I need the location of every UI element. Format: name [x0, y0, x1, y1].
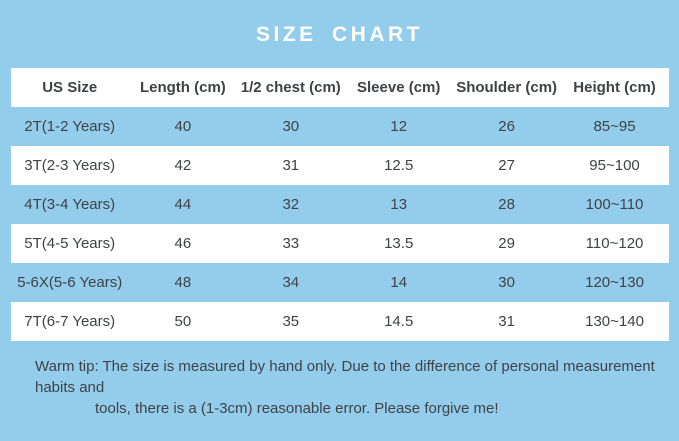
warm-tip-line2: tools, there is a (1-3cm) reasonable err…	[95, 400, 499, 417]
warm-tip-note: Warm tip: The size is measured by hand o…	[35, 356, 655, 419]
cell-us-size: 4T(3-4 Years)	[24, 196, 116, 213]
header-cell-length: Length (cm)	[139, 79, 226, 96]
cell-shoulder: 30	[498, 274, 515, 291]
cell-us-size: 3T(2-3 Years)	[24, 157, 116, 174]
cell-length: 48	[174, 274, 192, 291]
cell-shoulder: 31	[498, 313, 515, 330]
cell-us-size: 7T(6-7 Years)	[24, 313, 116, 330]
header-cell-us-size: US Size	[42, 79, 98, 96]
cell-sleeve: 12	[390, 118, 408, 135]
cell-half-chest: 34	[282, 274, 300, 291]
cell-height: 120~130	[585, 274, 644, 291]
cell-half-chest: 32	[282, 196, 300, 213]
cell-us-size: 5T(4-5 Years)	[24, 235, 116, 252]
cell-sleeve: 14.5	[384, 313, 414, 330]
table-row-5-6x: 5-6X(5-6 Years) 48 34 14 30 120~130	[11, 263, 669, 302]
cell-length: 42	[174, 157, 192, 174]
cell-sleeve: 13.5	[384, 235, 414, 252]
cell-half-chest: 31	[282, 157, 300, 174]
cell-sleeve: 12.5	[384, 157, 414, 174]
header-row: US Size Length (cm) 1/2 chest (cm) Sleev…	[10, 68, 669, 107]
table-row-7t: 7T(6-7 Years) 50 35 14.5 31 130~140	[10, 302, 669, 341]
page-title: SIZE CHART	[256, 23, 423, 46]
cell-height: 130~140	[585, 313, 644, 330]
cell-us-size: 5-6X(5-6 Years)	[17, 274, 123, 291]
header-cell-sleeve: Sleeve (cm)	[357, 79, 441, 96]
cell-sleeve: 13	[390, 196, 408, 213]
cell-half-chest: 35	[282, 313, 300, 330]
cell-shoulder: 29	[498, 235, 515, 252]
cell-height: 85~95	[593, 118, 636, 135]
table-row-5t: 5T(4-5 Years) 46 33 13.5 29 110~120	[10, 224, 669, 263]
header-cell-height: Height (cm)	[573, 79, 656, 96]
cell-half-chest: 30	[282, 118, 300, 135]
cell-shoulder: 28	[498, 196, 515, 213]
cell-length: 46	[174, 235, 192, 252]
cell-shoulder: 26	[498, 118, 515, 135]
cell-half-chest: 33	[282, 235, 300, 252]
cell-sleeve: 14	[390, 274, 408, 291]
table-row-4t: 4T(3-4 Years) 44 32 13 28 100~110	[11, 185, 669, 224]
cell-height: 100~110	[585, 196, 644, 213]
cell-height: 95~100	[589, 157, 640, 174]
cell-shoulder: 27	[498, 157, 515, 174]
size-chart-page: SIZE CHART US Size Length (cm) 1/2 chest…	[0, 21, 679, 419]
cell-length: 50	[174, 313, 192, 330]
cell-length: 44	[174, 196, 192, 213]
warm-tip-line1: Warm tip: The size is measured by hand o…	[35, 358, 655, 396]
cell-length: 40	[174, 118, 192, 135]
size-chart-table: US Size Length (cm) 1/2 chest (cm) Sleev…	[10, 68, 669, 341]
table-row-3t: 3T(2-3 Years) 42 31 12.5 27 95~100	[10, 146, 669, 185]
header-cell-shoulder: Shoulder (cm)	[456, 79, 558, 96]
cell-height: 110~120	[585, 235, 644, 252]
header-cell-half-chest: 1/2 chest (cm)	[240, 79, 341, 96]
table-row-2t: 2T(1-2 Years) 40 30 12 26 85~95	[11, 107, 669, 146]
cell-us-size: 2T(1-2 Years)	[24, 118, 116, 135]
